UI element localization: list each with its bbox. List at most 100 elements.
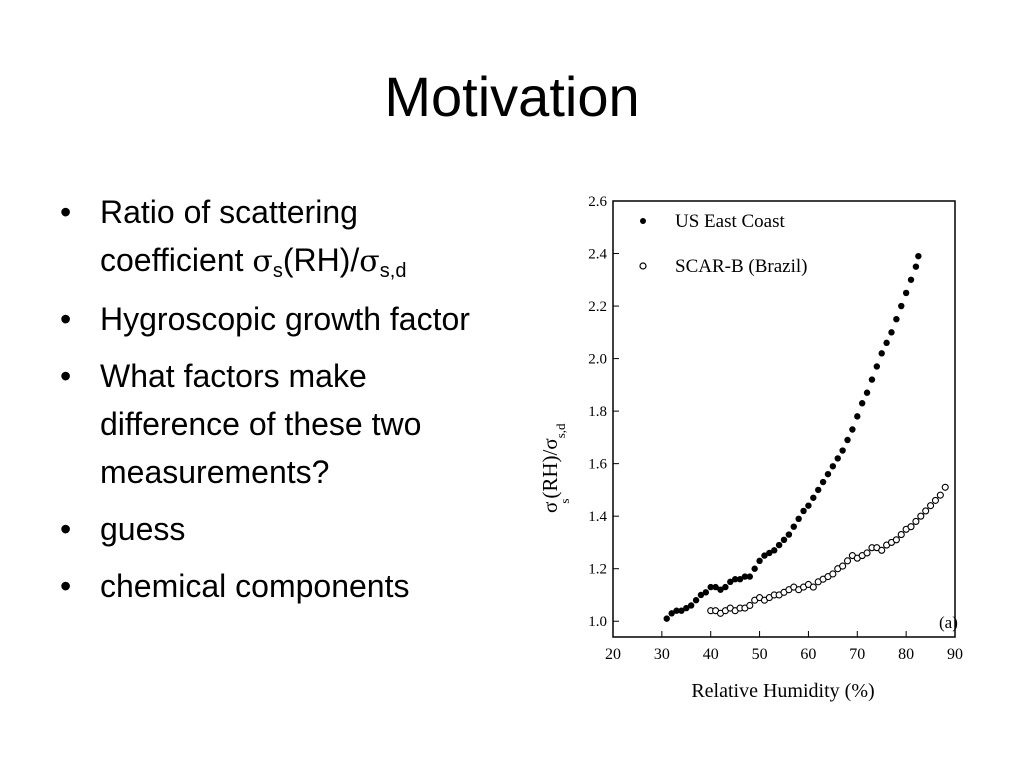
- data-point: [697, 591, 705, 599]
- bullet-text: chemical components: [100, 568, 410, 604]
- data-point: [809, 583, 817, 591]
- x-tick-label: 70: [849, 646, 865, 663]
- data-point: [927, 502, 935, 510]
- legend-label: US East Coast: [675, 211, 786, 232]
- x-tick-label: 30: [654, 646, 670, 663]
- y-tick-label: 1.8: [588, 404, 607, 420]
- data-point: [722, 583, 729, 591]
- data-point: [683, 604, 690, 612]
- data-point: [785, 531, 793, 538]
- sigma-symbol: σ: [252, 244, 273, 279]
- bullet-item: What factors make difference of these tw…: [60, 352, 500, 496]
- data-point: [858, 400, 866, 407]
- data-point: [936, 491, 944, 499]
- data-point: [915, 252, 922, 260]
- y-tick-label: 1.6: [588, 457, 607, 473]
- data-point: [829, 570, 837, 578]
- data-point: [843, 557, 852, 565]
- data-point: [898, 302, 905, 310]
- data-point: [868, 376, 876, 383]
- data-point: [907, 276, 915, 283]
- data-point: [751, 565, 758, 572]
- data-point: [678, 607, 685, 614]
- x-axis-label: Relative Humidity (%): [691, 680, 874, 702]
- data-point: [931, 496, 940, 504]
- data-point: [902, 289, 910, 297]
- data-point: [746, 573, 753, 580]
- data-point: [917, 512, 925, 520]
- data-point: [775, 541, 783, 549]
- data-point: [780, 536, 788, 544]
- data-point: [771, 547, 778, 554]
- y-tick-label: 2.2: [588, 299, 607, 315]
- data-point: [888, 329, 895, 336]
- y-tick-label: 2.4: [588, 247, 607, 263]
- data-point: [741, 573, 749, 580]
- data-point: [756, 557, 763, 565]
- bullet-text: Ratio of scattering coefficient: [100, 194, 358, 278]
- series-scar-b-brazil: [707, 483, 949, 617]
- panel-label: (a): [939, 613, 958, 632]
- data-point: [873, 363, 881, 370]
- data-point: [854, 413, 861, 420]
- data-point: [863, 389, 871, 396]
- y-label-sigma: σ: [538, 502, 562, 513]
- data-point: [673, 607, 680, 614]
- data-point: [893, 315, 900, 323]
- x-tick-label: 80: [898, 646, 914, 663]
- data-point: [727, 578, 734, 586]
- data-point: [819, 478, 827, 486]
- subscript: s: [272, 260, 283, 282]
- data-point: [878, 350, 885, 357]
- data-point: [707, 583, 714, 591]
- legend-marker-filled: [640, 218, 646, 224]
- y-tick-label: 2.0: [588, 352, 607, 368]
- data-point: [736, 576, 744, 583]
- bullet-list: Ratio of scattering coefficient σs(RH)/σ…: [60, 188, 500, 619]
- y-tick-label: 2.6: [588, 194, 607, 210]
- y-label-ratio: (RH)/σ: [538, 438, 562, 498]
- data-point: [746, 601, 754, 610]
- axis-ticks: 20 30 40 50 60 70 80 90 1.0 1.2 1.4 1.6 1.8 2.0 2.2 2.4…: [588, 194, 963, 663]
- data-point: [717, 586, 724, 593]
- data-point: [941, 483, 949, 491]
- legend-marker-open: [639, 262, 647, 270]
- data-point: [912, 263, 920, 270]
- data-point: [883, 339, 890, 347]
- data-point: [761, 552, 768, 559]
- data-point: [790, 523, 797, 530]
- data-point: [810, 494, 817, 501]
- bullet-text: What factors make difference of these tw…: [100, 358, 422, 490]
- data-point: [824, 470, 832, 478]
- data-point: [815, 486, 822, 494]
- y-label-subscript: s: [557, 499, 572, 504]
- data-point: [766, 549, 773, 557]
- data-point: [800, 507, 807, 515]
- x-tick-label: 40: [703, 646, 719, 663]
- bullet-item: guess: [60, 505, 500, 553]
- plot-frame: [612, 200, 956, 638]
- bullet-item: chemical components: [60, 562, 500, 610]
- data-point: [892, 536, 900, 544]
- data-point: [863, 549, 871, 557]
- bullet-text: Hygroscopic growth factor: [100, 301, 470, 337]
- data-point: [878, 546, 886, 554]
- data-point: [844, 436, 851, 444]
- data-point: [795, 515, 802, 523]
- data-point: [829, 463, 837, 470]
- data-point: [731, 576, 739, 583]
- data-point: [668, 610, 675, 617]
- bullet-item: Ratio of scattering coefficient σs(RH)/σ…: [60, 188, 500, 286]
- data-point: [712, 583, 719, 591]
- series-us-east-coast: [663, 252, 922, 622]
- series-layer: [663, 252, 949, 622]
- data-point: [663, 615, 670, 622]
- data-point: [834, 455, 841, 462]
- y-label-subscript: s,d: [553, 423, 568, 438]
- x-tick-label: 90: [947, 646, 963, 663]
- data-point: [897, 531, 905, 539]
- bullet-text: (RH)/: [282, 242, 360, 278]
- data-point: [849, 426, 856, 433]
- data-point: [805, 502, 812, 509]
- humidity-scatter-chart: 20 30 40 50 60 70 80 90 1.0 1.2 1.4 1.6 1.8 2.0 2.2 2.4…: [538, 194, 963, 702]
